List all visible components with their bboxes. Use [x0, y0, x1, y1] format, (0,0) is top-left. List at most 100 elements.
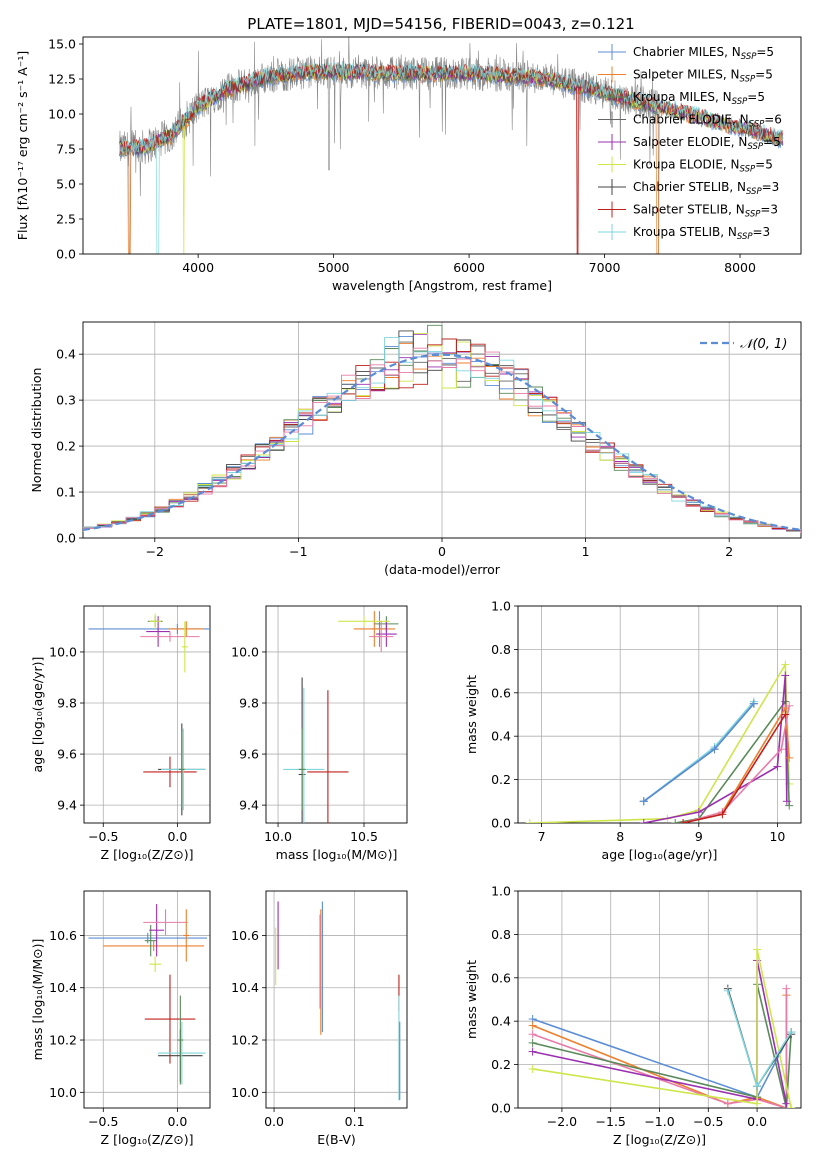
y-tick-label: 10.2 [231, 1033, 259, 1048]
weight-plot-area [528, 945, 796, 1108]
x-tick-label: 4000 [182, 260, 214, 275]
x-axis-label: mass [log₁₀(M/M⊙)] [276, 847, 398, 862]
mass-vs-metallicity-panel: −0.5 0.0 10.0 10.2 10.4 10.6 Z [log₁₀(Z/Z⊙)] ma… [30, 890, 211, 1147]
y-tick-label: 10.2 [49, 1033, 77, 1048]
normal-curve [83, 353, 801, 531]
x-axis-label: wavelength [Angstrom, rest frame] [332, 278, 552, 293]
x-tick-label: −0.5 [88, 829, 118, 844]
weight-vs-metallicity-panel: −2.0 −1.5 −1.0 −0.5 0.0 0.0 0.2 0.4 0.6 0.8 1.0 Z [… [464, 884, 802, 1147]
figure-title: PLATE=1801, MJD=54156, FIBERID=0043, z=0… [247, 15, 634, 33]
spectrum-plot-area [119, 37, 784, 254]
y-tick-label: 10.4 [49, 980, 77, 995]
x-axis-label: Z [log₁₀(Z/Z⊙)] [101, 1132, 194, 1147]
y-tick-label: 9.6 [57, 747, 77, 762]
x-tick-label: 10.0 [264, 829, 292, 844]
y-tick-label: 9.6 [239, 747, 259, 762]
weight-series-line [727, 990, 792, 1089]
x-tick-label: 6000 [453, 260, 485, 275]
y-tick-label: 10.0 [48, 107, 76, 122]
y-tick-label: 0.4 [491, 729, 511, 744]
x-tick-label: 0 [438, 544, 446, 559]
age-vs-metallicity-panel: −0.5 0.0 9.4 9.6 9.8 10.0 Z [log₁₀(Z/Z⊙)] age [… [30, 605, 211, 862]
y-axis-label: Flux [fλ10⁻¹⁷ erg cm⁻² s⁻¹ A⁻¹] [15, 51, 30, 240]
x-tick-label: 7 [538, 829, 546, 844]
y-tick-label: 0.0 [56, 247, 76, 262]
weight-series-line [727, 988, 792, 1089]
model-spectrum-line [119, 61, 784, 254]
x-tick-label: −1.0 [644, 1114, 674, 1129]
x-tick-label: 2 [725, 544, 733, 559]
x-tick-label: −1.5 [596, 1114, 626, 1129]
y-tick-label: 10.0 [231, 1085, 259, 1100]
x-tick-label: 7000 [589, 260, 621, 275]
mass-vs-ebv-panel: 0.0 0.1 10.0 10.2 10.4 10.6 E(B-V) [231, 890, 408, 1147]
x-tick-label: 0.0 [747, 1114, 767, 1129]
y-tick-label: 15.0 [48, 37, 76, 52]
weight-series-line [532, 1018, 792, 1099]
x-tick-label: 0.0 [167, 829, 187, 844]
legend-entry: Chabrier MILES, NSSP=5 [633, 45, 774, 62]
x-tick-label: 0.0 [167, 1114, 187, 1129]
x-tick-label: −0.5 [693, 1114, 723, 1129]
y-tick-label: 0.0 [491, 1101, 511, 1116]
residuals-panel: −2 −1 0 1 2 0.0 0.1 0.2 0.3 0.4 (data-model)/error… [29, 321, 802, 577]
y-tick-label: 5.0 [56, 177, 76, 192]
legend-entry: Chabrier STELIB, NSSP=3 [633, 180, 779, 197]
x-axis-label: E(B-V) [317, 1132, 356, 1147]
errorbar-plot-area [88, 613, 210, 816]
model-spectrum-line [119, 63, 784, 155]
y-tick-label: 0.2 [56, 439, 76, 454]
x-tick-label: 0.1 [345, 1114, 365, 1129]
legend-entry: Salpeter MILES, NSSP=5 [633, 68, 773, 85]
y-tick-label: 2.5 [56, 212, 76, 227]
y-tick-label: 1.0 [491, 599, 511, 614]
errorbar-plot-area [88, 904, 208, 1085]
x-tick-label: 5000 [318, 260, 350, 275]
y-axis-label: mass weight [464, 960, 479, 1039]
x-axis-label: Z [log₁₀(Z/Z⊙)] [101, 847, 194, 862]
x-tick-label: 0.0 [264, 1114, 284, 1129]
y-tick-label: 9.4 [239, 798, 259, 813]
weight-series-line [682, 705, 790, 823]
y-tick-label: 10.4 [231, 980, 259, 995]
axes-frame [265, 605, 408, 824]
y-tick-label: 7.5 [56, 142, 76, 157]
errorbar-plot-area [283, 611, 399, 823]
y-tick-label: 0.6 [491, 970, 511, 985]
axes-frame [82, 321, 802, 539]
weight-series-line [532, 949, 792, 1108]
y-tick-label: 0.4 [56, 347, 76, 362]
legend-entry: 𝒩(0, 1) [740, 337, 787, 352]
y-axis-label: age [log₁₀(age/yr)] [30, 657, 45, 773]
y-tick-label: 10.0 [49, 644, 77, 659]
weight-plot-area [525, 660, 794, 823]
y-axis-label: mass weight [464, 675, 479, 754]
x-tick-label: 10 [769, 829, 785, 844]
y-tick-label: 0.3 [56, 393, 76, 408]
x-tick-label: −2 [146, 544, 164, 559]
x-axis-label: age [log₁₀(age/yr)] [602, 847, 718, 862]
y-tick-label: 10.0 [49, 1085, 77, 1100]
x-tick-label: 8000 [724, 260, 756, 275]
model-spectrum-line [119, 63, 784, 254]
y-tick-label: 0.8 [491, 642, 511, 657]
legend-entry: Salpeter STELIB, NSSP=3 [633, 203, 778, 220]
y-tick-label: 9.8 [57, 696, 77, 711]
legend-entry: Kroupa MILES, NSSP=5 [633, 90, 765, 107]
legend-entry: Chabrier ELODIE, NSSP=6 [633, 113, 782, 130]
y-tick-label: 1.0 [491, 884, 511, 899]
x-tick-label: −0.5 [88, 1114, 118, 1129]
x-axis-label: (data-model)/error [384, 562, 501, 577]
y-tick-label: 0.0 [56, 531, 76, 546]
y-tick-label: 12.5 [48, 72, 76, 87]
histogram-plot-area [83, 324, 801, 533]
y-tick-label: 0.6 [491, 685, 511, 700]
axes-frame [82, 36, 802, 255]
legend-entry: Kroupa ELODIE, NSSP=5 [633, 158, 773, 175]
errorbar-plot-area [275, 901, 401, 1101]
y-axis-label: mass [log₁₀(M/M⊙)] [30, 939, 45, 1061]
y-tick-label: 0.4 [491, 1014, 511, 1029]
axes-frame [83, 890, 211, 1109]
age-vs-mass-panel: 10.0 10.5 9.4 9.6 9.8 10.0 mass [log₁₀(M/M⊙)] [231, 605, 408, 862]
